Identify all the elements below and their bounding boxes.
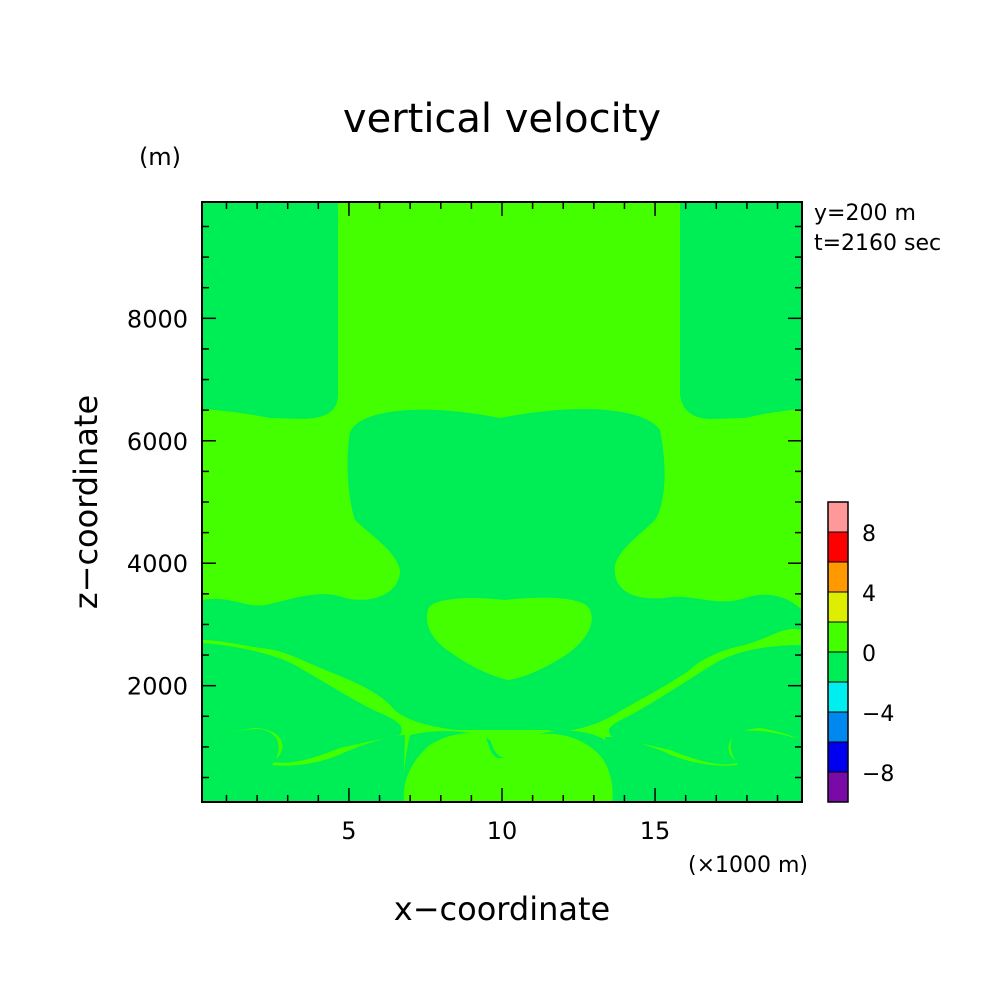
colorbar-swatch — [827, 741, 849, 773]
info-line-2: t=2160 sec — [814, 231, 941, 256]
region-central-blob — [426, 597, 592, 680]
colorbar-swatch — [827, 531, 849, 563]
y-tick-label: 8000 — [127, 305, 188, 333]
axes: 5 10 15 2000 4000 6000 8000 — [127, 202, 802, 845]
plot-area — [201, 201, 803, 803]
colorbar-tick-label: 0 — [862, 642, 876, 667]
region-upper-right-column — [680, 202, 802, 420]
colorbar-swatch — [827, 711, 849, 743]
colorbar-swatch — [827, 501, 849, 533]
y-tick-label: 6000 — [127, 428, 188, 456]
colorbar-swatch — [827, 771, 849, 803]
colorbar-tick-label: −8 — [862, 762, 894, 787]
x-tick-label: 15 — [640, 817, 671, 845]
x-unit-label: (×1000 m) — [688, 853, 808, 878]
region-central-band — [202, 408, 802, 732]
colorbar-tick-label: 4 — [862, 582, 876, 607]
colorbar-swatch — [827, 621, 849, 653]
x-tick-label: 5 — [341, 817, 356, 845]
colorbar-swatch — [827, 591, 849, 623]
colorbar-frame — [827, 501, 849, 803]
colorbar-swatch — [827, 561, 849, 593]
x-tick-label: 10 — [487, 817, 518, 845]
region-bottom-central-mound — [403, 733, 613, 802]
region-bottom-band — [202, 729, 405, 802]
x-axis-label: x−coordinate — [394, 890, 610, 928]
colorbar: 8 4 0 −4 −8 — [827, 501, 894, 803]
y-tick-label: 4000 — [127, 550, 188, 578]
region-upper-left-column — [202, 202, 338, 419]
region-lower-right-lobe — [608, 645, 802, 765]
y-unit-label: (m) — [139, 143, 181, 171]
y-axis-label: z−coordinate — [67, 395, 105, 609]
chart-title: vertical velocity — [343, 96, 661, 142]
info-line-1: y=200 m — [814, 201, 916, 226]
region-bottom-band-right — [605, 730, 802, 802]
y-tick-label: 2000 — [127, 673, 188, 701]
colorbar-swatch — [827, 681, 849, 713]
colorbar-swatch — [827, 651, 849, 683]
region-lower-left-lobe — [202, 643, 402, 763]
colorbar-tick-label: 8 — [862, 522, 876, 547]
colorbar-tick-label: −4 — [862, 702, 894, 727]
